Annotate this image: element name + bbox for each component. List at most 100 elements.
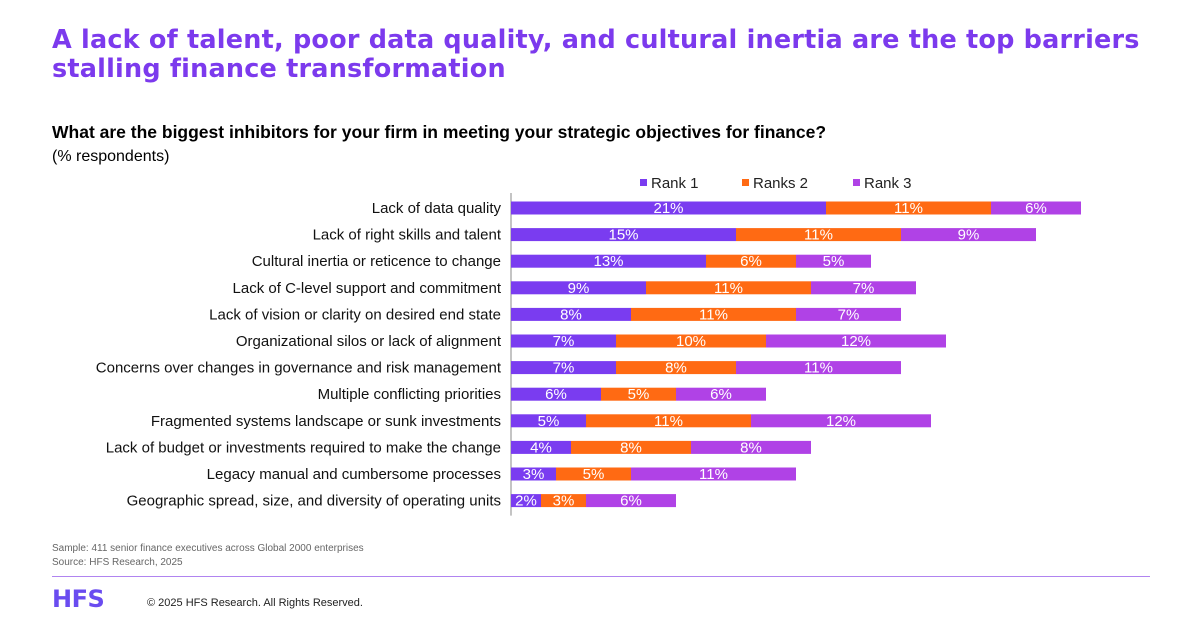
data-label: 6%: [1025, 200, 1047, 217]
data-label: 10%: [676, 333, 706, 350]
bar-segment: [511, 467, 556, 481]
data-label: 5%: [628, 386, 650, 403]
footer-divider: [52, 576, 1150, 577]
hfs-logo: HFS: [52, 585, 105, 613]
data-label: 5%: [823, 253, 845, 270]
bar-segment: [586, 414, 751, 428]
chart-unit: (% respondents): [52, 148, 170, 165]
bar-segment: [991, 201, 1081, 215]
data-label: 7%: [553, 360, 575, 377]
category-label: Concerns over changes in governance and …: [96, 360, 502, 377]
bar-segment: [511, 201, 826, 215]
data-label: 8%: [560, 306, 582, 323]
category-label: Geographic spread, size, and diversity o…: [127, 493, 501, 510]
data-label: 2%: [515, 493, 537, 510]
data-label: 6%: [740, 253, 762, 270]
bar-segment: [616, 361, 736, 375]
bar-segment: [736, 228, 901, 242]
bar-segment: [511, 494, 541, 508]
category-label: Legacy manual and cumbersome processes: [207, 466, 501, 483]
bar-segment: [556, 467, 631, 481]
legend-swatch: [742, 179, 749, 186]
bar-segment: [511, 440, 571, 454]
category-label: Lack of vision or clarity on desired end…: [209, 306, 501, 323]
data-label: 8%: [740, 439, 762, 456]
bar-segment: [511, 281, 646, 295]
data-label: 6%: [545, 386, 567, 403]
data-label: 7%: [853, 280, 875, 297]
bar-segment: [796, 307, 901, 321]
category-label: Lack of data quality: [372, 200, 502, 217]
data-label: 8%: [665, 360, 687, 377]
data-label: 11%: [654, 413, 683, 430]
bar-segment: [631, 307, 796, 321]
category-label: Multiple conflicting priorities: [318, 386, 501, 403]
source-note: Source: HFS Research, 2025: [52, 557, 183, 568]
legend-label: Rank 3: [864, 175, 912, 192]
bar-segment: [706, 254, 796, 268]
bar-segment: [796, 254, 871, 268]
legend-label: Rank 1: [651, 175, 699, 192]
data-label: 11%: [714, 280, 743, 297]
bar-segment: [811, 281, 916, 295]
bar-segment: [511, 387, 601, 401]
category-label: Lack of C-level support and commitment: [233, 280, 502, 297]
footnotes: Sample: 411 senior finance executives ac…: [52, 542, 364, 570]
bar-segment: [511, 307, 631, 321]
data-label: 6%: [620, 493, 642, 510]
bar-segment: [616, 334, 766, 348]
bar-segment: [511, 254, 706, 268]
bar-segment: [766, 334, 946, 348]
bar-segment: [826, 201, 991, 215]
bar-segment: [631, 467, 796, 481]
copyright-text: © 2025 HFS Research. All Rights Reserved…: [147, 597, 363, 609]
data-label: 5%: [583, 466, 605, 483]
data-label: 3%: [553, 493, 575, 510]
bar-segment: [571, 440, 691, 454]
legend-swatch: [853, 179, 860, 186]
stacked-bar-chart: Rank 1 Ranks 2 Rank 3 Lack of data quality 2…: [96, 175, 1081, 516]
bar-segment: [511, 334, 616, 348]
data-label: 11%: [894, 200, 923, 217]
data-label: 11%: [804, 360, 833, 377]
bar-segment: [586, 494, 676, 508]
bar-segment: [691, 440, 811, 454]
data-label: 8%: [620, 439, 642, 456]
category-label: Organizational silos or lack of alignmen…: [236, 333, 502, 350]
category-label: Lack of budget or investments required t…: [106, 439, 501, 456]
data-label: 13%: [593, 253, 623, 270]
sample-note: Sample: 411 senior finance executives ac…: [52, 543, 364, 554]
category-label: Lack of right skills and talent: [313, 227, 502, 244]
data-label: 15%: [608, 227, 638, 244]
data-label: 12%: [826, 413, 856, 430]
bar-segment: [646, 281, 811, 295]
category-label: Cultural inertia or reticence to change: [252, 253, 501, 270]
data-label: 11%: [804, 227, 833, 244]
bar-segment: [736, 361, 901, 375]
category-label: Fragmented systems landscape or sunk inv…: [151, 413, 501, 430]
headline: A lack of talent, poor data quality, and…: [52, 25, 1140, 84]
data-label: 12%: [841, 333, 871, 350]
bar-segment: [901, 228, 1036, 242]
chart-question: What are the biggest inhibitors for your…: [52, 122, 827, 142]
bar-segment: [676, 387, 766, 401]
bar-segment: [541, 494, 586, 508]
data-label: 11%: [699, 306, 728, 323]
data-label: 4%: [530, 439, 552, 456]
legend-swatch: [640, 179, 647, 186]
bar-segment: [511, 228, 736, 242]
data-label: 9%: [958, 227, 980, 244]
data-label: 5%: [538, 413, 560, 430]
data-label: 21%: [653, 200, 683, 217]
legend-label: Ranks 2: [753, 175, 808, 192]
bar-segment: [751, 414, 931, 428]
data-label: 11%: [699, 466, 728, 483]
data-label: 9%: [568, 280, 590, 297]
data-label: 3%: [523, 466, 545, 483]
data-label: 7%: [838, 306, 860, 323]
bar-segment: [511, 414, 586, 428]
data-label: 7%: [553, 333, 575, 350]
bar-segment: [601, 387, 676, 401]
bar-segment: [511, 361, 616, 375]
data-label: 6%: [710, 386, 732, 403]
